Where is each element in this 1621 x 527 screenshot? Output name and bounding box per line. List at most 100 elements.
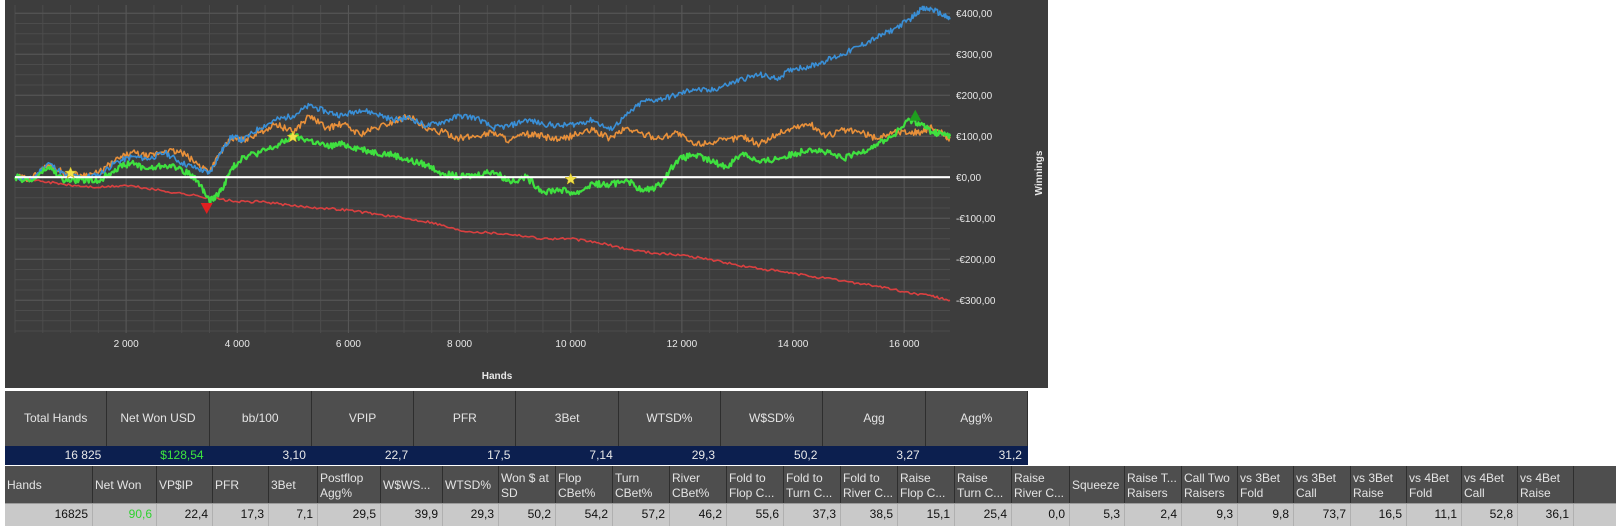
summary-value-cell: $128,54 — [160, 448, 204, 462]
stats-header-cell[interactable]: Postflop Agg% — [318, 466, 381, 503]
summary-value-cell: 31,2 — [998, 448, 1022, 462]
summary-header-cell[interactable]: W$SD% — [721, 391, 824, 446]
summary-value-cell: 29,3 — [691, 448, 716, 462]
stats-header-cell[interactable]: Turn CBet% — [613, 466, 670, 503]
stats-value-cell: 29,3 — [443, 504, 499, 526]
stats-header-cell[interactable]: vs 4Bet Call — [1462, 466, 1518, 503]
stats-header-cell[interactable]: Fold to Flop C... — [727, 466, 784, 503]
series-layer — [13, 5, 952, 302]
stats-header-cell[interactable]: Raise Flop C... — [898, 466, 955, 503]
star-marker-icon — [564, 172, 578, 185]
stats-value-row: 16825 90,6 22,4 17,3 7,1 29,5 39,9 29,3 50,2 54,2… — [5, 503, 1616, 526]
stats-header-cell[interactable]: VP$IP — [157, 466, 213, 503]
y-tick-label: -€300,00 — [956, 296, 996, 307]
stats-header-cell[interactable]: Call Two Raisers — [1182, 466, 1238, 503]
x-tick-label: 6 000 — [336, 339, 361, 350]
stats-value-cell: 7,1 — [269, 504, 318, 526]
y-tick-label: €300,00 — [956, 50, 993, 61]
stats-header-cell[interactable]: vs 4Bet Raise — [1518, 466, 1574, 503]
x-tick-label: 10 000 — [555, 339, 586, 350]
summary-header-cell[interactable]: VPIP — [312, 391, 415, 446]
stats-header-cell[interactable]: Fold to Turn C... — [784, 466, 841, 503]
triangle-down-marker-icon — [200, 202, 213, 214]
grid-layer — [14, 5, 950, 333]
y-tick-label: €0,00 — [956, 173, 981, 184]
stats-header-cell[interactable]: vs 4Bet Fold — [1407, 466, 1462, 503]
stats-header-cell[interactable]: Raise T... Raisers — [1125, 466, 1182, 503]
stats-value-cell: 29,5 — [318, 504, 381, 526]
stats-value-cell: 54,2 — [556, 504, 613, 526]
stats-value-cell: 9,8 — [1238, 504, 1294, 526]
stats-header-cell[interactable]: vs 3Bet Fold — [1238, 466, 1294, 503]
stats-value-cell: 25,4 — [955, 504, 1012, 526]
stats-value-cell: 52,8 — [1462, 504, 1518, 526]
summary-header-cell[interactable]: PFR — [414, 391, 517, 446]
summary-value-cell: 7,14 — [589, 448, 613, 462]
x-tick-label: 12 000 — [667, 339, 698, 350]
summary-header-cell[interactable]: Total Hands — [5, 391, 108, 446]
x-tick-label: 4 000 — [225, 339, 250, 350]
y-tick-label: €400,00 — [956, 9, 993, 20]
stats-value-cell: 11,1 — [1407, 504, 1462, 526]
x-axis-title: Hands — [482, 371, 513, 382]
summary-value-cell: 16 825 — [64, 448, 102, 462]
summary-header-cell[interactable]: bb/100 — [210, 391, 312, 446]
stats-header-cell[interactable]: 3Bet — [269, 466, 318, 503]
stats-value-cell: 36,1 — [1518, 504, 1574, 526]
stats-value-cell: 5,3 — [1070, 504, 1125, 526]
stats-header-row: Hands Net Won VP$IP PFR 3Bet Postflop Agg% W$W… — [5, 466, 1616, 503]
stats-value-cell: 37,3 — [784, 504, 841, 526]
stats-value-cell: 0,0 — [1012, 504, 1070, 526]
stats-header-cell[interactable]: vs 3Bet Raise — [1351, 466, 1407, 503]
stats-value-cell: 16825 — [5, 504, 93, 526]
stats-value-cell: 22,4 — [157, 504, 213, 526]
stats-value-cell: 50,2 — [499, 504, 556, 526]
stats-header-cell[interactable]: Squeeze — [1070, 466, 1125, 503]
summary-value-cell: 50,2 — [794, 448, 818, 462]
stats-value-cell: 90,6 — [93, 504, 157, 526]
y-tick-label: -€200,00 — [956, 255, 996, 266]
stats-value-cell: 39,9 — [381, 504, 443, 526]
stats-value-cell: 46,2 — [670, 504, 727, 526]
summary-header-cell[interactable]: Agg — [823, 391, 926, 446]
y-axis-title: Winnings — [1034, 150, 1045, 195]
summary-header-row: Total Hands Net Won USD bb/100 VPIP PFR 3Bet W… — [5, 391, 1028, 446]
series-line-orange — [14, 114, 951, 183]
summary-header-cell[interactable]: Net Won USD — [107, 391, 210, 446]
stats-header-cell[interactable]: Net Won — [93, 466, 157, 503]
stats-table: Hands Net Won VP$IP PFR 3Bet Postflop Agg% W$W… — [5, 466, 1616, 527]
stats-header-cell[interactable]: Flop CBet% — [556, 466, 613, 503]
summary-value-cell: 22,7 — [384, 448, 409, 462]
x-tick-label: 2 000 — [114, 339, 139, 350]
stats-header-cell[interactable]: vs 3Bet Call — [1294, 466, 1351, 503]
star-marker-icon — [64, 166, 77, 179]
stats-header-cell[interactable]: Fold to River C... — [841, 466, 898, 503]
stats-value-cell: 17,3 — [213, 504, 269, 526]
stats-header-cell[interactable]: Hands — [5, 466, 93, 503]
x-tick-label: 14 000 — [778, 339, 809, 350]
marker-layer — [64, 109, 922, 214]
stats-header-cell[interactable]: Won $ at SD — [499, 466, 556, 503]
stats-header-cell[interactable]: PFR — [213, 466, 269, 503]
summary-value-cell: 17,5 — [487, 448, 511, 462]
summary-header-cell[interactable]: Agg% — [926, 391, 1028, 446]
summary-table: Total Hands Net Won USD bb/100 VPIP PFR 3Bet W… — [5, 391, 1028, 465]
tick-layer: 2 000 4 000 6 000 8 000 10 000 12 000 14 000 16… — [114, 9, 996, 350]
y-tick-label: -€100,00 — [956, 214, 996, 225]
stats-header-cell[interactable]: W$WS... — [381, 466, 443, 503]
stats-value-cell: 55,6 — [727, 504, 784, 526]
stats-header-cell[interactable]: Raise River C... — [1012, 466, 1070, 503]
series-line-green — [13, 117, 952, 206]
summary-value-cell: 3,27 — [896, 448, 920, 462]
stats-header-cell[interactable]: River CBet% — [670, 466, 727, 503]
summary-header-cell[interactable]: WTSD% — [619, 391, 722, 446]
triangle-up-marker-icon — [909, 109, 922, 121]
stats-header-cell[interactable]: WTSD% — [443, 466, 499, 503]
stats-value-cell: 9,3 — [1182, 504, 1238, 526]
summary-header-cell[interactable]: 3Bet — [516, 391, 619, 446]
x-tick-label: 16 000 — [889, 339, 920, 350]
stats-header-cell[interactable]: Raise Turn C... — [955, 466, 1012, 503]
summary-value-cell: 3,10 — [282, 448, 306, 462]
winnings-chart-svg: 2 000 4 000 6 000 8 000 10 000 12 000 14 000 16… — [13, 5, 1045, 382]
stats-value-cell: 57,2 — [613, 504, 670, 526]
